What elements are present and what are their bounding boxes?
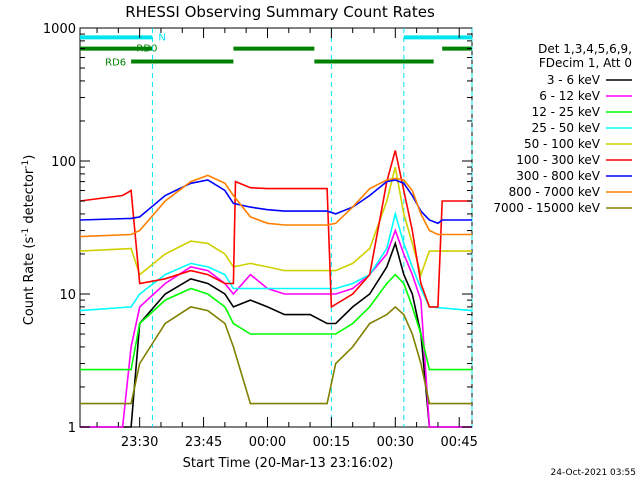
x-tick-label-0: 23:30 <box>121 435 158 450</box>
legend-label-4: 50 - 100 keV <box>524 137 601 151</box>
series-line-7 <box>79 174 472 238</box>
y-axis-label-part3: ) <box>22 155 37 160</box>
series-line-1 <box>80 228 472 428</box>
x-tick-label-2: 00:00 <box>249 435 286 450</box>
series-line-8 <box>80 305 472 405</box>
y-tick-label-3: 1000 <box>43 22 76 37</box>
legend-label-8: 7000 - 15000 keV <box>493 201 600 215</box>
x-tick-label-5: 00:45 <box>440 435 477 450</box>
legend-label-5: 100 - 300 keV <box>516 153 600 167</box>
x-axis-label: Start Time (20-Mar-13 23:16:02) <box>183 456 394 471</box>
series-line-4 <box>79 166 472 278</box>
flag-label-rd0: RD0 <box>136 44 157 55</box>
legend-header-line1: Det 1,3,4,5,6,9, <box>538 42 632 56</box>
vertical-dashed-lines <box>151 28 473 427</box>
legend-label-1: 6 - 12 keV <box>539 89 601 103</box>
series-line-2 <box>80 273 472 371</box>
chart-title: RHESSI Observing Summary Count Rates <box>125 3 435 21</box>
x-tick-label-3: 00:15 <box>313 435 350 450</box>
legend-header-line2: FDecim 1, Att 0 <box>539 56 632 70</box>
series-line-6 <box>79 179 472 225</box>
legend-label-2: 12 - 25 keV <box>532 105 601 119</box>
y-axis-label-exp2: -1 <box>21 160 31 169</box>
x-tick-label-4: 00:30 <box>377 435 414 450</box>
series-line-5 <box>79 150 472 309</box>
flag-label-rd6: RD6 <box>105 57 126 68</box>
axes-layer: 1 10 100 1000 23:30 23:45 00:00 00:15 00:30 00:45 <box>43 22 478 450</box>
flag-label-n: N <box>158 32 165 43</box>
y-tick-label-0: 1 <box>68 421 76 436</box>
series-layer <box>79 150 473 428</box>
legend-label-7: 800 - 7000 keV <box>509 185 601 199</box>
y-tick-label-1: 10 <box>59 288 76 303</box>
x-tick-label-1: 23:45 <box>185 435 222 450</box>
series-line-0 <box>80 240 472 428</box>
y-axis-label-part1: Count Rate (s <box>22 237 37 326</box>
y-tick-label-2: 100 <box>51 155 76 170</box>
y-axis-label-exp1: -1 <box>21 228 31 237</box>
footer-timestamp: 24-Oct-2021 03:55 <box>551 468 636 478</box>
y-axis-label: Count Rate (s-1 detector-1) <box>21 155 37 326</box>
legend: 3 - 6 keV 6 - 12 keV 12 - 25 keV 25 - 50 ke… <box>493 73 632 215</box>
legend-label-0: 3 - 6 keV <box>547 73 601 87</box>
y-axis-label-part2: detector <box>22 168 37 228</box>
series-line-3 <box>79 210 473 312</box>
legend-label-6: 300 - 800 keV <box>516 169 600 183</box>
legend-label-3: 25 - 50 keV <box>532 121 601 135</box>
